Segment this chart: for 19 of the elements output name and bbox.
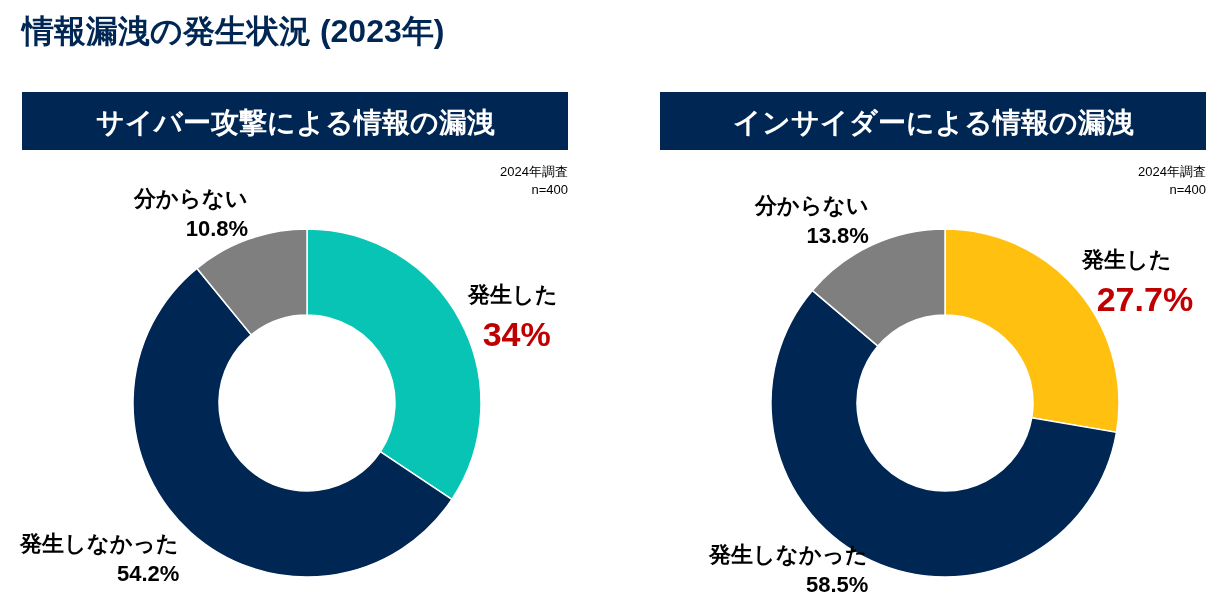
data-label: 34%	[482, 315, 551, 354]
slice-label: 分からない	[753, 192, 869, 218]
data-label: 58.5%	[805, 572, 869, 597]
text: 2024年調査	[500, 164, 568, 179]
slice-label: 発生しなかった	[19, 530, 180, 556]
slice-label: 発生しなかった	[708, 542, 869, 567]
data-label: 10.8%	[185, 215, 249, 241]
chart-title: 情報漏洩の発生状況 (2023年)	[20, 13, 445, 49]
slice-label: 発生した	[1080, 246, 1172, 272]
data-label: 27.7%	[1096, 279, 1194, 318]
chart-subtitle: インサイダーによる情報の漏洩	[732, 107, 1134, 138]
slice-label: 分からない	[133, 185, 249, 211]
text: 2024年調査	[1138, 164, 1206, 179]
slice-label: 発生した	[466, 282, 558, 308]
chart-subtitle: サイバー攻撃による情報の漏洩	[95, 107, 495, 138]
text: n=400	[1169, 182, 1206, 197]
data-label: 54.2%	[116, 560, 180, 586]
data-label: 13.8%	[806, 222, 869, 248]
text: n=400	[531, 182, 568, 197]
